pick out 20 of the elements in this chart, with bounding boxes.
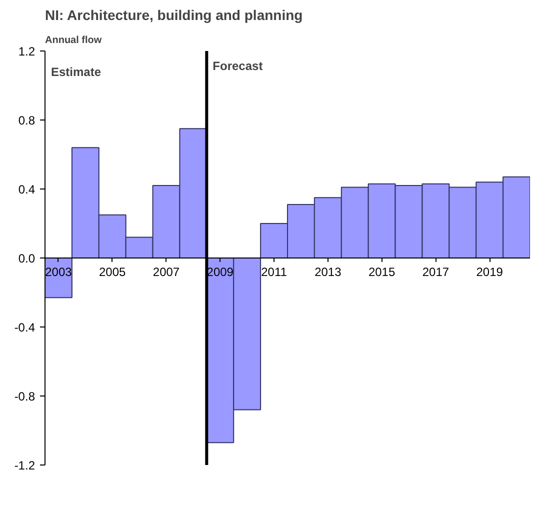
- x-tick-label: 2011: [261, 265, 288, 279]
- x-tick-label: 2017: [422, 265, 450, 279]
- y-tick-label: 0.4: [18, 182, 36, 196]
- y-tick-label: 0.8: [18, 114, 36, 128]
- x-tick-label: 2019: [476, 265, 504, 279]
- x-tick-label: 2007: [152, 265, 180, 279]
- annotation: Estimate: [51, 65, 102, 79]
- y-tick-label: 1.2: [18, 44, 36, 58]
- x-tick-label: 2015: [368, 265, 396, 279]
- y-tick-label: -0.8: [14, 390, 36, 404]
- x-tick-label: 2013: [314, 265, 342, 279]
- x-tick-label: 2009: [206, 265, 234, 279]
- y-axis-title: Annual flow: [45, 35, 102, 46]
- y-tick-label: -0.4: [14, 320, 36, 334]
- annotation: Forecast: [212, 59, 263, 73]
- chart-title: NI: Architecture, building and planning: [45, 7, 303, 23]
- x-tick-label: 2003: [45, 265, 72, 279]
- x-tick-label: 2005: [99, 265, 126, 279]
- y-tick-label: 0.0: [18, 252, 36, 266]
- y-tick-label: -1.2: [14, 458, 36, 472]
